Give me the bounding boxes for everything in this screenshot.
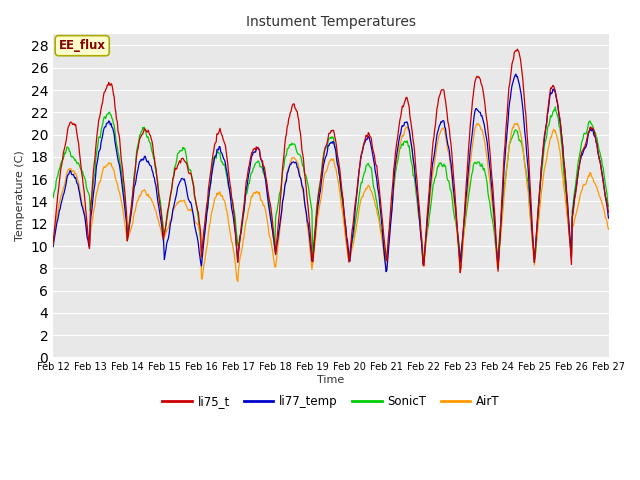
li75_t xyxy=(202,208,210,214)
AirT xyxy=(116,194,124,200)
Line: li77_temp: li77_temp xyxy=(53,74,609,272)
li75_t xyxy=(605,210,612,216)
SonicT xyxy=(49,195,57,201)
Legend: li75_t, li77_temp, SonicT, AirT: li75_t, li77_temp, SonicT, AirT xyxy=(157,391,504,413)
li75_t xyxy=(49,242,57,248)
Text: EE_flux: EE_flux xyxy=(59,39,106,52)
li77_temp xyxy=(60,192,67,198)
AirT xyxy=(173,201,180,207)
AirT xyxy=(399,134,407,140)
SonicT xyxy=(173,157,180,163)
SonicT xyxy=(399,143,407,148)
SonicT xyxy=(605,204,612,209)
AirT xyxy=(513,120,521,126)
li77_temp xyxy=(415,214,423,220)
li77_temp xyxy=(399,123,407,129)
AirT xyxy=(415,214,423,219)
li77_temp xyxy=(49,244,57,250)
AirT xyxy=(60,186,67,192)
li75_t xyxy=(456,270,464,276)
SonicT xyxy=(60,156,67,162)
li77_temp xyxy=(116,169,124,175)
SonicT xyxy=(382,258,390,264)
li77_temp xyxy=(605,215,612,221)
AirT xyxy=(234,278,242,284)
SonicT xyxy=(116,163,124,168)
li75_t xyxy=(513,46,521,52)
Title: Instument Temperatures: Instument Temperatures xyxy=(246,15,416,29)
li75_t xyxy=(399,103,406,109)
li75_t xyxy=(60,151,67,156)
li75_t xyxy=(173,166,180,172)
li77_temp xyxy=(382,269,390,275)
Y-axis label: Temperature (C): Temperature (C) xyxy=(15,151,25,241)
li77_temp xyxy=(202,218,210,224)
Line: SonicT: SonicT xyxy=(53,107,609,261)
SonicT xyxy=(202,216,210,222)
AirT xyxy=(202,248,210,254)
SonicT xyxy=(415,216,423,221)
AirT xyxy=(605,227,612,232)
X-axis label: Time: Time xyxy=(317,375,344,385)
li77_temp xyxy=(512,71,520,77)
Line: li75_t: li75_t xyxy=(53,49,609,273)
SonicT xyxy=(552,104,559,110)
li77_temp xyxy=(173,190,180,196)
li75_t xyxy=(116,145,124,151)
AirT xyxy=(49,241,57,247)
li75_t xyxy=(415,197,422,203)
Line: AirT: AirT xyxy=(53,123,609,281)
